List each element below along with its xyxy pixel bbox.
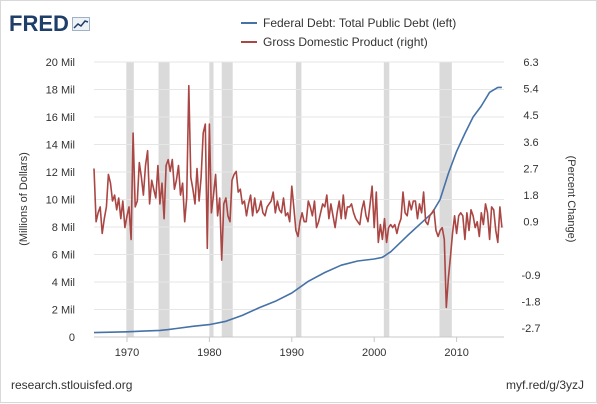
- debt-series-line[interactable]: [93, 86, 502, 334]
- source-link[interactable]: research.stlouisfed.org: [11, 378, 133, 392]
- x-tick-label: 2010: [444, 347, 468, 359]
- y-left-tick-label: 0: [69, 332, 75, 344]
- short-url-link[interactable]: myf.red/g/3yzJ: [505, 378, 584, 392]
- legend-label-debt: Federal Debt: Total Public Debt (left): [263, 15, 457, 30]
- y-left-tick-label: 16 Mil: [46, 112, 75, 124]
- y-right-tick-label: -1.8: [522, 297, 541, 309]
- y-left-tick-label: 2 Mil: [52, 305, 75, 317]
- chart-line-icon: [71, 17, 90, 31]
- x-tick-label: 1990: [280, 347, 304, 359]
- logo-text: FRED: [9, 11, 69, 36]
- x-tick-label: 1970: [115, 347, 139, 359]
- legend-label-gdp: Gross Domestic Product (right): [263, 34, 428, 49]
- legend-item-debt[interactable]: Federal Debt: Total Public Debt (left): [241, 13, 456, 32]
- x-tick-label: 2000: [362, 347, 386, 359]
- y-axis-left-label: (Millions of Dollars): [18, 152, 30, 246]
- legend: Federal Debt: Total Public Debt (left) G…: [241, 13, 456, 51]
- y-axis-right-label: (Percent Change): [565, 156, 577, 243]
- legend-swatch-gdp: [241, 40, 257, 43]
- y-left-tick-label: 20 Mil: [46, 57, 75, 69]
- y-left-tick-label: 10 Mil: [46, 195, 75, 207]
- y-right-tick-label: -0.9: [522, 270, 541, 282]
- y-right-tick-label: 1.8: [523, 190, 538, 202]
- y-left-tick-label: 6 Mil: [52, 250, 75, 262]
- x-tick-label: 1980: [197, 347, 221, 359]
- y-right-tick-label: -2.7: [522, 323, 541, 335]
- y-right-tick-label: 3.6: [523, 137, 538, 149]
- y-left-tick-label: 18 Mil: [46, 85, 75, 97]
- y-right-tick-label: 0.9: [523, 217, 538, 229]
- y-right-tick-label: 4.5: [523, 110, 538, 122]
- fred-logo[interactable]: FRED: [9, 9, 90, 39]
- y-left-tick-label: 14 Mil: [46, 140, 75, 152]
- y-left-tick-label: 8 Mil: [52, 222, 75, 234]
- y-right-tick-label: 5.4: [523, 84, 538, 96]
- y-right-tick-label: 6.3: [523, 57, 538, 69]
- gdp-series-line[interactable]: [93, 84, 503, 309]
- y-right-tick-label: 2.7: [523, 163, 538, 175]
- y-left-tick-label: 4 Mil: [52, 277, 75, 289]
- legend-item-gdp[interactable]: Gross Domestic Product (right): [241, 32, 456, 51]
- y-left-tick-label: 12 Mil: [46, 167, 75, 179]
- legend-swatch-debt: [241, 21, 257, 24]
